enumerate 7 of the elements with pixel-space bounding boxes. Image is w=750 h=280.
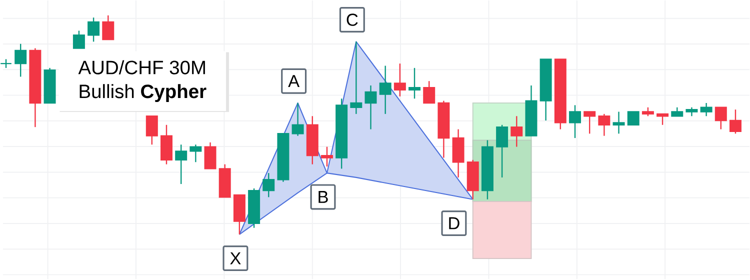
annotation: A <box>288 75 300 88</box>
annotation: B <box>318 191 328 204</box>
text: X <box>230 252 241 264</box>
annotation: C <box>346 14 358 26</box>
text: Bullish Cypher <box>80 84 206 102</box>
text: AUD/CHF 30M <box>78 60 205 74</box>
annotation: D <box>449 217 460 230</box>
